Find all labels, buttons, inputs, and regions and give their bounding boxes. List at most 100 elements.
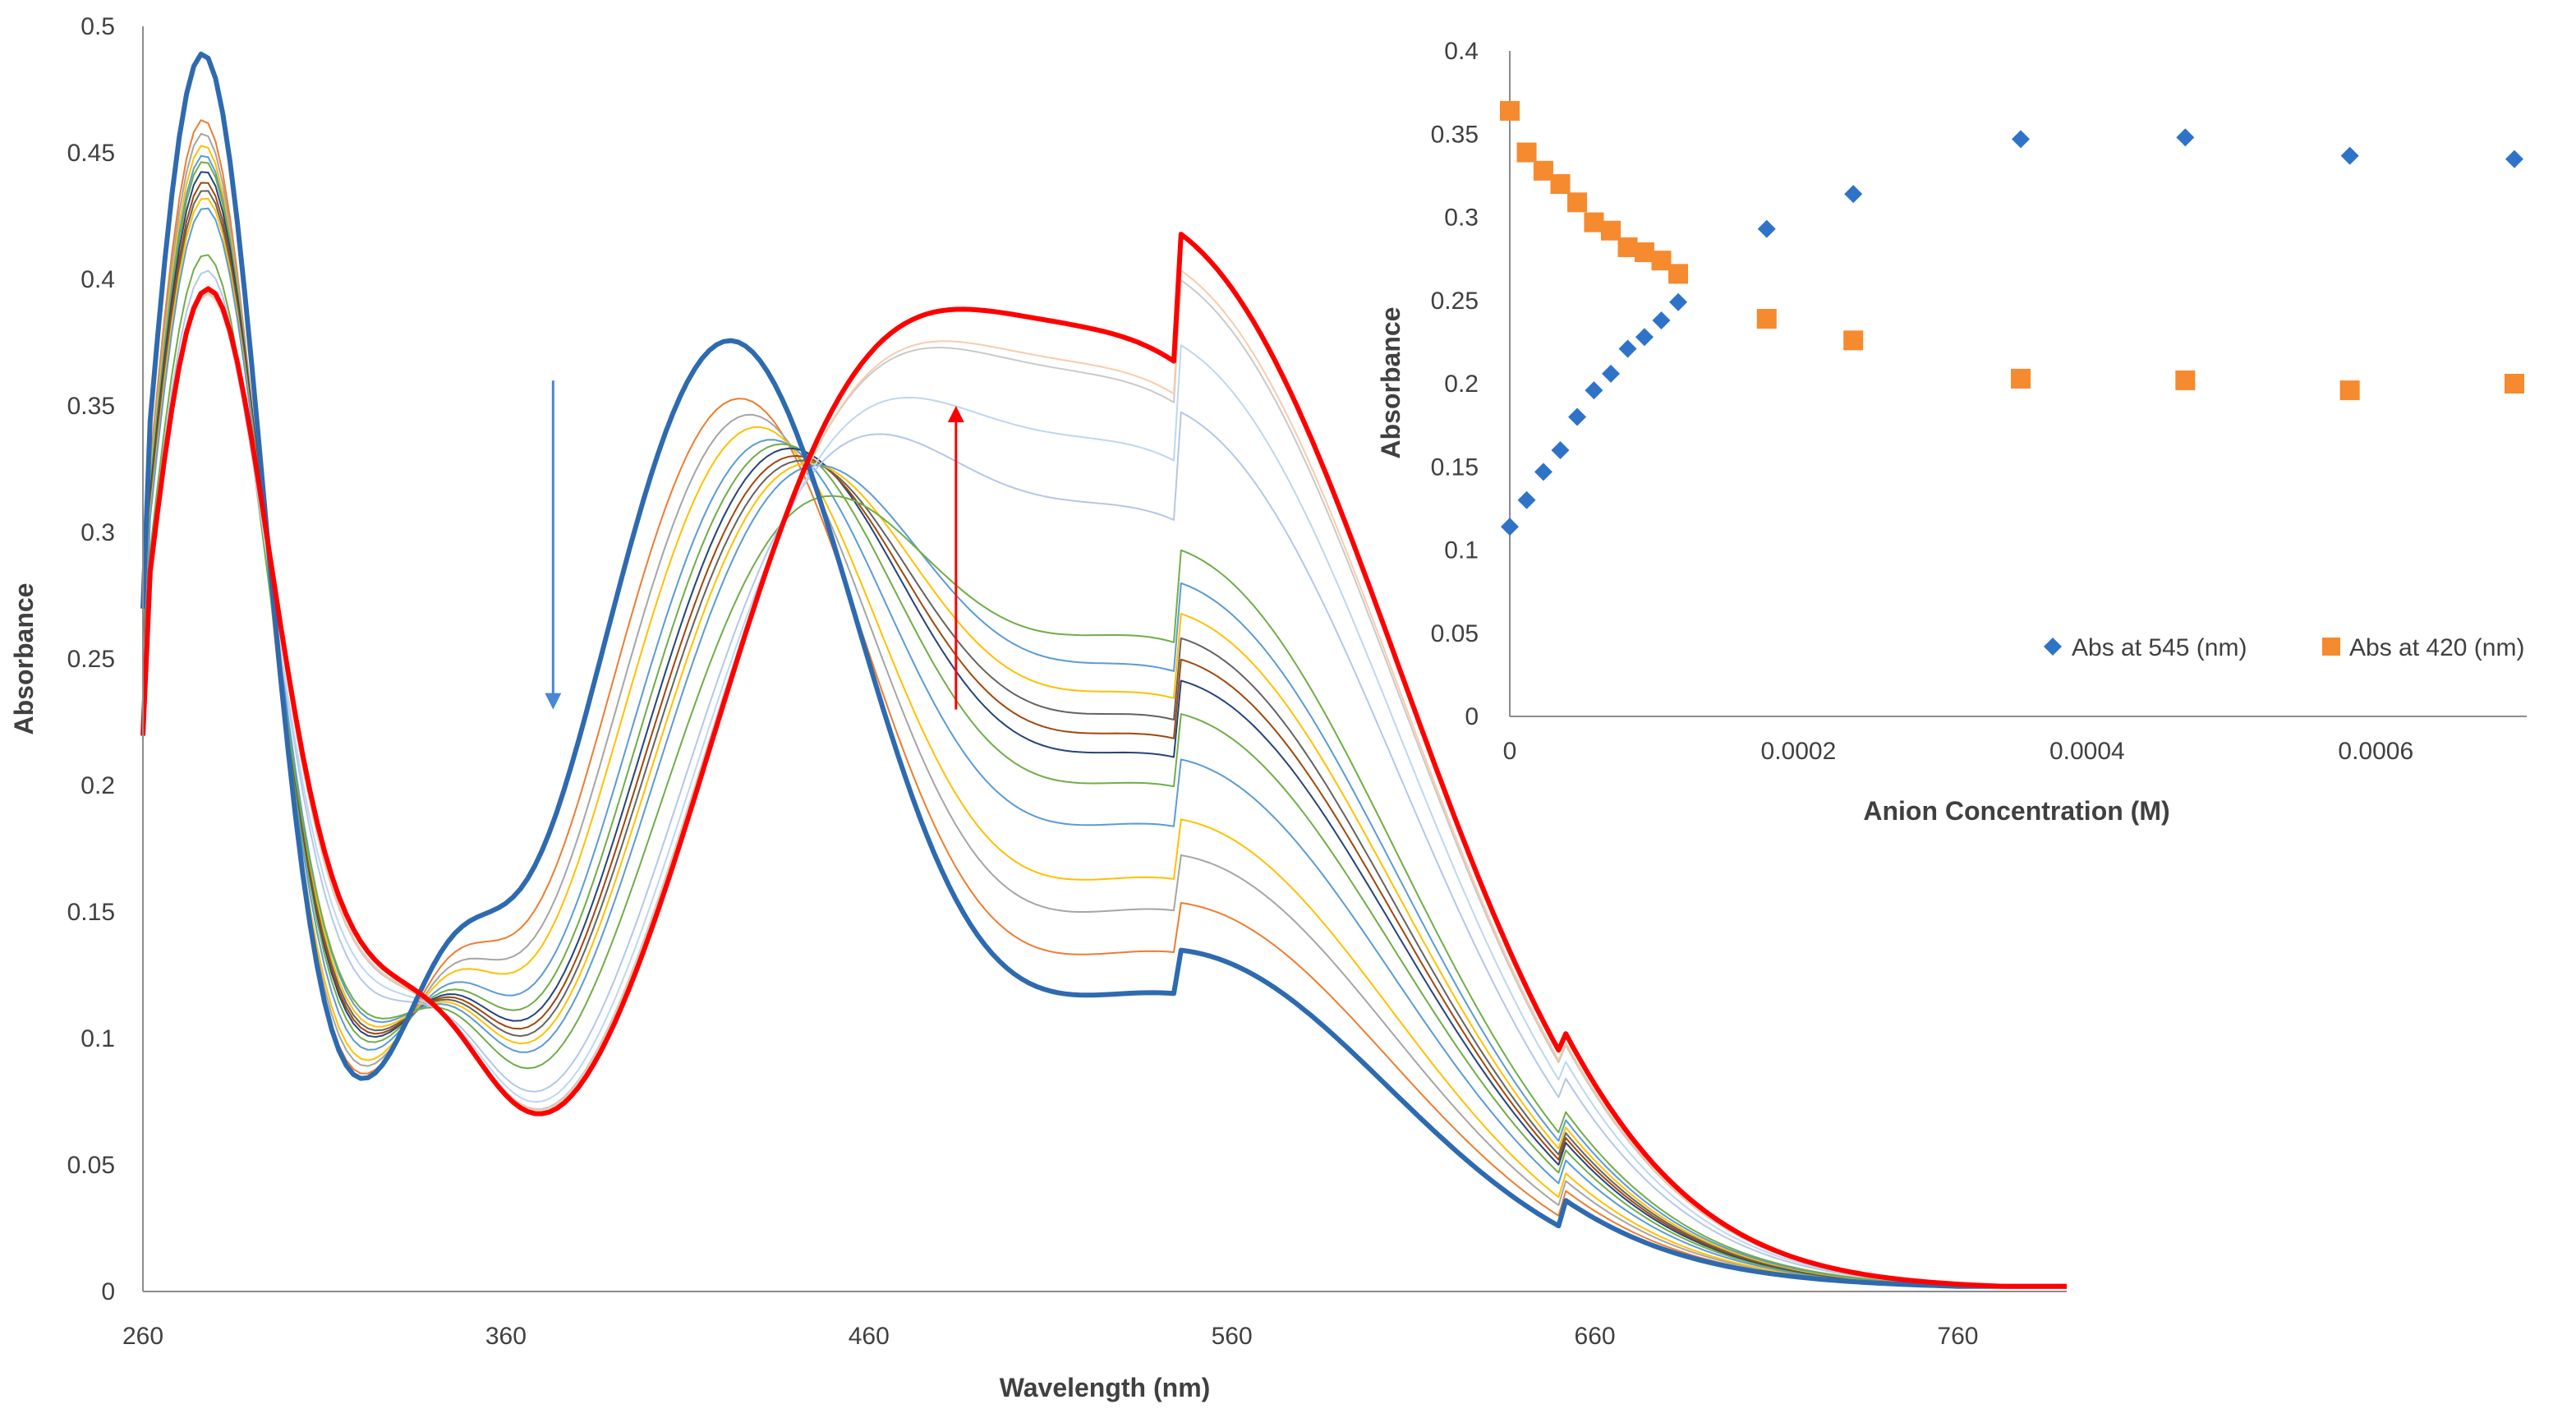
main-y-tick-label: 0.05 [67,1152,115,1179]
main-x-tick-label: 460 [849,1323,890,1350]
main-y-tick-label: 0 [101,1278,115,1305]
initial-spectrum-line [140,51,2067,1289]
inset-y-tick-label: 0.4 [1444,38,1479,65]
inset-x-tick-label: 0.0004 [2049,738,2125,765]
titration-spectrum-line [142,132,2067,1287]
titration-spectrum-line [142,292,2067,1287]
main-x-tick-labels: 260 360 460 560 660 760 [122,1323,1978,1350]
main-y-tick-label: 0.2 [80,772,115,799]
abs-545-point [1551,441,1570,459]
abs-545-point [2176,128,2195,147]
abs-420-point [1843,330,1864,351]
inset-y-tick-label: 0 [1465,703,1479,730]
inset-y-tick-label: 0.35 [1431,121,1479,148]
trend-arrows [545,380,964,710]
inset-x-tick-labels: 0 0.0002 0.0004 0.0006 [1503,738,2414,765]
abs-420-point [1550,174,1571,194]
main-x-tick-label: 360 [485,1323,527,1350]
titration-spectrum-line [142,269,2067,1287]
abs-545-point [1652,311,1671,330]
main-y-tick-label: 0.35 [67,393,115,420]
main-x-tick-label: 760 [1937,1323,1978,1350]
inset-x-tick-label: 0.0002 [1761,738,1837,765]
legend-square-marker [2322,638,2340,656]
abs-545-point [2505,150,2523,168]
inset-scatter-chart: 0 0.05 0.1 0.15 0.2 0.25 0.3 0.35 0.4 0 0.0002 0.0… [1376,38,2527,826]
titration-spectrum-line [142,254,2067,1287]
inset-legend: Abs at 545 (nm) Abs at 420 (nm) [2044,634,2524,661]
inset-data-points [1500,100,2524,536]
inset-y-axis-title: Absorbance [1376,307,1405,459]
abs-545-point [1585,381,1603,400]
inset-x-tick-label: 0 [1503,738,1517,765]
titration-spectrum-line [142,182,2067,1287]
titration-spectrum-line [142,161,2067,1287]
inset-y-tick-label: 0.05 [1431,620,1479,647]
main-y-tick-label: 0.5 [80,13,115,40]
inset-y-tick-labels: 0 0.05 0.1 0.15 0.2 0.25 0.3 0.35 0.4 [1431,38,1479,730]
titration-spectrum-line [142,145,2067,1287]
abs-420-point [2504,374,2524,394]
abs-420-point [1668,264,1689,284]
abs-420-point [1756,309,1777,329]
abs-545-point [1669,292,1688,311]
spectra-curves [140,51,2067,1289]
titration-spectrum-line [142,154,2067,1287]
main-y-axis-title: Absorbance [9,583,39,735]
main-y-tick-label: 0.15 [67,899,115,926]
main-x-tick-label: 660 [1575,1323,1616,1350]
abs-545-point [1618,339,1637,358]
legend-label-545: Abs at 545 (nm) [2072,634,2247,661]
abs-545-point [1501,518,1519,536]
main-y-tick-label: 0.4 [80,266,115,293]
abs-420-point [1500,100,1520,121]
uv-vis-spectra-chart: 0 0.05 0.1 0.15 0.2 0.25 0.3 0.35 0.4 0.45 0.5 260… [9,13,2067,1402]
inset-y-tick-label: 0.25 [1431,288,1479,315]
inset-y-tick-label: 0.1 [1444,537,1479,564]
abs-545-point [1757,219,1776,238]
main-x-tick-label: 260 [122,1323,163,1350]
inset-y-tick-label: 0.2 [1444,371,1479,398]
titration-spectrum-line [142,171,2067,1287]
down-arrow-head [545,693,562,710]
abs-545-point [2340,146,2359,165]
abs-420-point [1516,142,1537,163]
abs-420-point [2175,370,2196,390]
abs-420-point [1617,237,1638,257]
abs-420-point [1533,160,1553,181]
titration-spectrum-line [142,207,2067,1287]
abs-545-point [1844,185,1863,204]
abs-545-point [1517,490,1536,509]
legend-diamond-marker [2044,638,2062,656]
abs-420-point [2339,380,2360,401]
inset-x-axis-title: Anion Concentration (M) [1863,796,2169,826]
abs-420-point [1584,212,1604,232]
abs-545-point [2012,130,2031,149]
abs-420-point [1567,192,1588,213]
abs-545-point [1568,407,1587,426]
inset-y-tick-label: 0.3 [1444,205,1479,232]
main-y-tick-label: 0.25 [67,646,115,673]
abs-545-point [1534,463,1552,481]
legend-label-420: Abs at 420 (nm) [2349,634,2524,661]
inset-y-tick-label: 0.15 [1431,453,1479,481]
titration-spectrum-line [142,119,2067,1287]
abs-420-point [1601,220,1621,241]
main-x-tick-label: 560 [1212,1323,1253,1350]
main-y-tick-labels: 0 0.05 0.1 0.15 0.2 0.25 0.3 0.35 0.4 0.45 0.5 [67,13,115,1305]
main-y-tick-label: 0.1 [80,1025,115,1052]
abs-545-point [1602,364,1620,383]
main-y-tick-label: 0.3 [80,519,115,546]
abs-420-point [1634,242,1654,263]
abs-420-point [2011,368,2031,389]
titration-spectrum-line [142,197,2067,1287]
abs-545-point [1635,328,1654,347]
up-arrow-head [947,406,964,422]
abs-420-point [1651,251,1672,271]
inset-x-tick-label: 0.0006 [2338,738,2413,765]
main-y-tick-label: 0.45 [67,140,115,167]
titration-spectrum-line [142,190,2067,1287]
titration-spectrum-line [142,269,2067,1287]
main-x-axis-title: Wavelength (nm) [1000,1373,1211,1402]
